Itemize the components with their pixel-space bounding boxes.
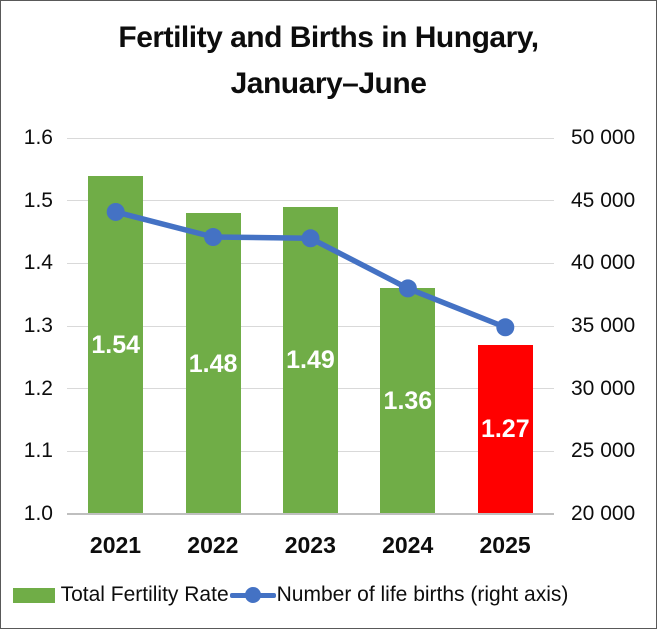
legend-line-swatch (229, 586, 276, 604)
bar-value-label: 1.27 (480, 415, 530, 444)
bar (477, 344, 533, 514)
left-axis-tick: 1.4 (23, 251, 53, 275)
left-axis-tick: 1.1 (23, 439, 53, 463)
chart-title: Fertility and Births in Hungary, January… (1, 15, 656, 107)
left-axis-tick: 1.2 (23, 376, 53, 400)
left-axis-tick: 1.5 (23, 188, 53, 212)
bar-value-label: 1.54 (91, 330, 141, 359)
gridline (67, 137, 554, 139)
right-axis-tick: 30 000 (571, 376, 636, 400)
left-axis-tick: 1.3 (23, 314, 53, 337)
x-axis-label: 2022 (187, 532, 239, 558)
right-axis-tick: 45 000 (571, 188, 636, 212)
left-axis-tick: 1.6 (23, 126, 53, 149)
bar-value-label: 1.49 (286, 346, 335, 375)
right-axis-tick: 40 000 (571, 251, 636, 275)
x-axis-label: 2024 (382, 532, 434, 558)
gridline (67, 200, 554, 202)
x-axis-label: 2023 (284, 532, 336, 558)
legend-bar-swatch (12, 587, 55, 603)
bar-value-label: 1.36 (383, 387, 433, 416)
left-axis-tick: 1.0 (23, 502, 53, 525)
chart-legend: Total Fertility Rate Number of life birt… (1, 583, 618, 607)
line-marker (496, 318, 515, 337)
right-axis-tick: 25 000 (571, 439, 636, 463)
x-axis-label: 2021 (89, 532, 142, 558)
legend-label-births: Number of life births (right axis) (276, 583, 569, 606)
legend-label-fertility: Total Fertility Rate (60, 583, 229, 606)
right-axis-tick: 20 000 (571, 502, 636, 525)
chart-title-line1: Fertility and Births in Hungary, (118, 21, 539, 54)
bar-value-label: 1.48 (188, 349, 238, 378)
chart-title-line2: January–June (230, 67, 427, 100)
x-axis-line (67, 513, 554, 515)
right-axis-tick: 50 000 (571, 126, 636, 149)
x-axis-label: 2025 (479, 532, 531, 558)
right-axis-tick: 35 000 (571, 314, 636, 337)
legend-line-marker-icon (244, 587, 261, 603)
